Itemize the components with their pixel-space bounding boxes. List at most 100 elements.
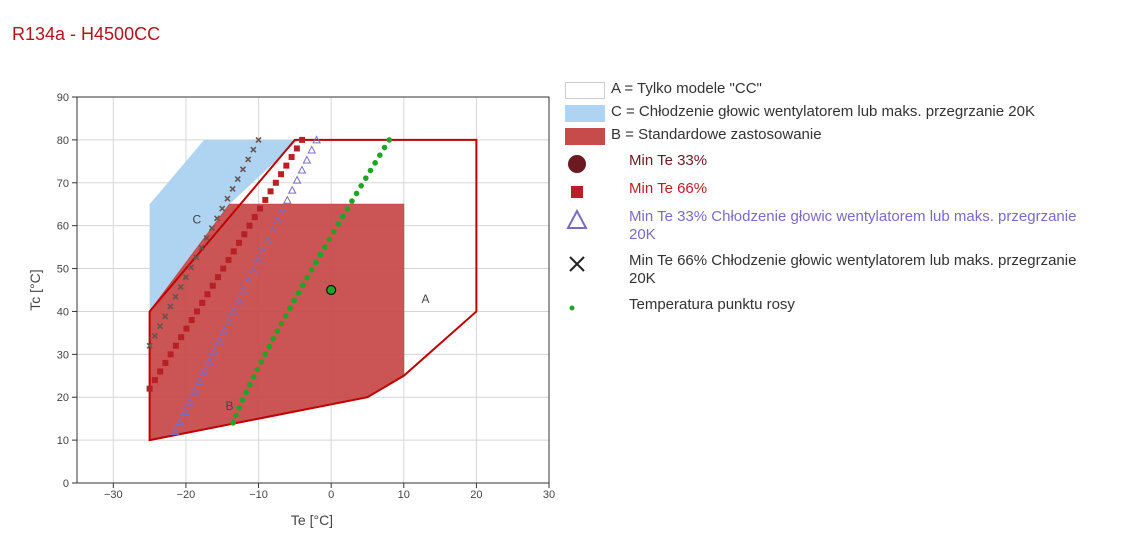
circle-marker: [568, 155, 586, 173]
triangle-point: [170, 426, 180, 436]
square-point: [230, 248, 237, 255]
legend-label: Min Te 33%: [629, 152, 708, 169]
x-tick-label: 10: [398, 489, 410, 501]
dew-point: [377, 152, 383, 158]
x-stroke: [156, 323, 164, 330]
x-stroke: [229, 185, 236, 192]
dew-point: [321, 244, 328, 250]
square-point: [225, 256, 232, 263]
legend-item[interactable]: Temperatura punktu rosy: [563, 296, 1103, 316]
legend-marker: [568, 155, 586, 173]
dew-point: [335, 221, 342, 227]
x-stroke: [198, 244, 205, 251]
triangle-point: [282, 195, 292, 204]
y-tick-label: 60: [57, 221, 69, 233]
square-point: [267, 188, 274, 195]
dew-point: [233, 412, 239, 419]
x-tick-label: 30: [543, 489, 555, 501]
square-point: [257, 205, 264, 212]
plot-frame: [76, 96, 550, 484]
square-point: [246, 222, 253, 229]
axes: −30 −20 −10 0 10 20 30 0 10 20 30 40 50 60 70 80 90: [57, 92, 555, 501]
x-point: [182, 274, 189, 281]
x-stroke: [177, 283, 184, 291]
triangle-point: [204, 356, 214, 365]
dew-point: [246, 381, 253, 388]
legend-item[interactable]: Min Te 66% Chłodzenie głowic wentylatore…: [563, 252, 1103, 288]
y-tick-label: 20: [57, 392, 69, 404]
series-2: [146, 136, 306, 392]
triangle-point: [248, 266, 258, 275]
square-point: [172, 342, 179, 349]
x-stroke: [203, 234, 210, 241]
dew-point: [230, 420, 236, 426]
dew-point: [254, 366, 261, 373]
square-point: [183, 325, 190, 332]
legend-label: C = Chłodzenie głowic wentylatorem lub m…: [611, 103, 1035, 120]
x-stroke: [239, 166, 247, 173]
x-stroke: [162, 313, 169, 320]
square-point: [251, 214, 258, 221]
x-point: [177, 283, 184, 291]
dew-point: [330, 228, 337, 235]
x-stroke: [219, 205, 226, 212]
x-point: [245, 156, 252, 163]
dew-point: [282, 313, 289, 319]
x-point: [193, 254, 200, 261]
legend-item[interactable]: A = Tylko modele "CC": [563, 80, 1103, 100]
x-point: [162, 313, 169, 320]
triangle-point: [287, 185, 297, 194]
triangle-point: [278, 205, 287, 214]
dew-point: [243, 389, 249, 396]
square-point: [220, 265, 227, 272]
legend-item[interactable]: Min Te 33%: [563, 152, 1103, 173]
square-point: [157, 368, 164, 375]
dew-point: [340, 213, 346, 220]
x-point: [213, 215, 221, 222]
min-te-33-point: [326, 284, 337, 296]
y-tick-label: 0: [63, 478, 69, 490]
dew-point: [236, 404, 242, 411]
square-point: [272, 179, 279, 186]
y-tick-label: 10: [57, 435, 69, 447]
dew-point: [250, 374, 257, 380]
dew-point: [287, 305, 293, 311]
legend-item[interactable]: Min Te 66%: [563, 180, 1103, 200]
dew-point: [266, 343, 272, 350]
legend-item[interactable]: C = Chłodzenie głowic wentylatorem lub m…: [563, 103, 1103, 123]
legend-label: Min Te 33% Chłodzenie głowic wentylatore…: [629, 208, 1077, 243]
triangle-point: [214, 336, 224, 345]
square-point: [178, 334, 185, 341]
x-point: [224, 195, 231, 202]
legend-swatch: [563, 180, 607, 200]
y-tick-label: 70: [57, 178, 69, 190]
triangle-point: [312, 135, 321, 144]
legend-item[interactable]: Min Te 33% Chłodzenie głowic wentylatore…: [563, 208, 1103, 244]
x-tick-label: −10: [249, 489, 268, 501]
x-point: [229, 185, 236, 192]
dew-point: [291, 297, 297, 304]
square-point: [288, 154, 295, 161]
legend-box: [565, 128, 605, 145]
x-point: [172, 293, 179, 300]
x-marker: [569, 256, 585, 272]
square-point: [199, 299, 206, 306]
legend-marker: [569, 256, 585, 272]
dew-point: [381, 144, 388, 151]
dew-point: [344, 205, 351, 212]
y-tick-label: 50: [57, 264, 69, 276]
x-stroke: [213, 215, 221, 222]
legend-swatch: [563, 103, 607, 123]
data-marks: [146, 135, 393, 436]
x-tick-label: 0: [328, 489, 334, 501]
triangle-point: [273, 215, 282, 224]
dew-point: [367, 167, 374, 174]
legend-item[interactable]: B = Standardowe zastosowanie: [563, 126, 1103, 146]
x-point: [234, 176, 241, 183]
legend-label: B = Standardowe zastosowanie: [611, 126, 822, 143]
x-stroke: [167, 303, 174, 310]
x-stroke: [245, 156, 252, 163]
x-point: [188, 264, 195, 271]
dew-point: [349, 198, 355, 204]
triangle-point: [243, 276, 253, 285]
